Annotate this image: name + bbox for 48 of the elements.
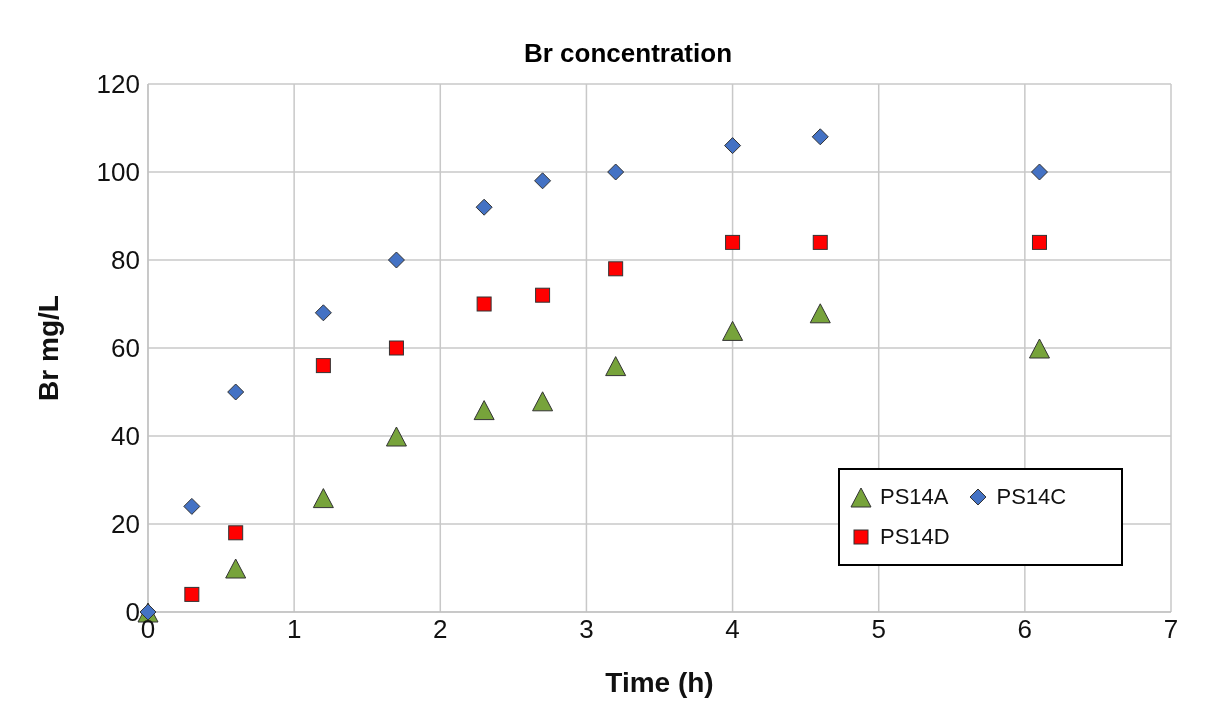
point xyxy=(387,251,405,269)
point xyxy=(812,234,828,250)
point xyxy=(1028,338,1050,359)
chart-title: Br concentration xyxy=(523,38,733,69)
point xyxy=(475,198,493,216)
x-tick-label: 1 xyxy=(286,614,302,645)
point xyxy=(1030,163,1048,181)
point xyxy=(607,163,625,181)
point xyxy=(725,234,741,250)
point xyxy=(535,287,551,303)
point xyxy=(184,586,200,602)
y-tick-label: 100 xyxy=(96,157,140,188)
x-tick-label: 6 xyxy=(1017,614,1033,645)
x-tick-label: 2 xyxy=(433,614,448,645)
point xyxy=(534,172,552,190)
x-tick-label: 3 xyxy=(579,614,594,645)
point xyxy=(532,391,554,412)
point xyxy=(724,137,742,155)
point xyxy=(473,400,495,421)
point xyxy=(315,358,331,374)
legend-label: PS14C xyxy=(995,484,1067,510)
x-axis-title: Time (h) xyxy=(605,667,714,698)
y-tick-label: 60 xyxy=(111,333,140,364)
point xyxy=(312,488,334,509)
point xyxy=(183,497,201,515)
point xyxy=(476,296,492,312)
y-tick-label: 40 xyxy=(111,421,140,452)
legend-label: PS14A xyxy=(879,484,949,510)
point xyxy=(722,320,744,341)
point xyxy=(809,303,831,324)
y-tick-label: 120 xyxy=(96,69,140,100)
y-tick-label: 80 xyxy=(111,245,140,276)
point xyxy=(314,304,332,322)
x-tick-label: 7 xyxy=(1163,614,1179,645)
legend-label: PS14D xyxy=(879,524,950,550)
point xyxy=(227,383,245,401)
point xyxy=(225,558,247,579)
point xyxy=(388,340,404,356)
point xyxy=(228,525,244,541)
point xyxy=(605,356,627,377)
x-tick-label: 4 xyxy=(725,614,740,645)
y-tick-label: 20 xyxy=(111,509,140,540)
x-tick-label: 5 xyxy=(871,614,886,645)
y-axis-title: Br mg/L xyxy=(32,295,64,401)
point xyxy=(811,128,829,146)
point xyxy=(608,261,624,277)
point xyxy=(385,426,407,447)
point xyxy=(1031,234,1047,250)
